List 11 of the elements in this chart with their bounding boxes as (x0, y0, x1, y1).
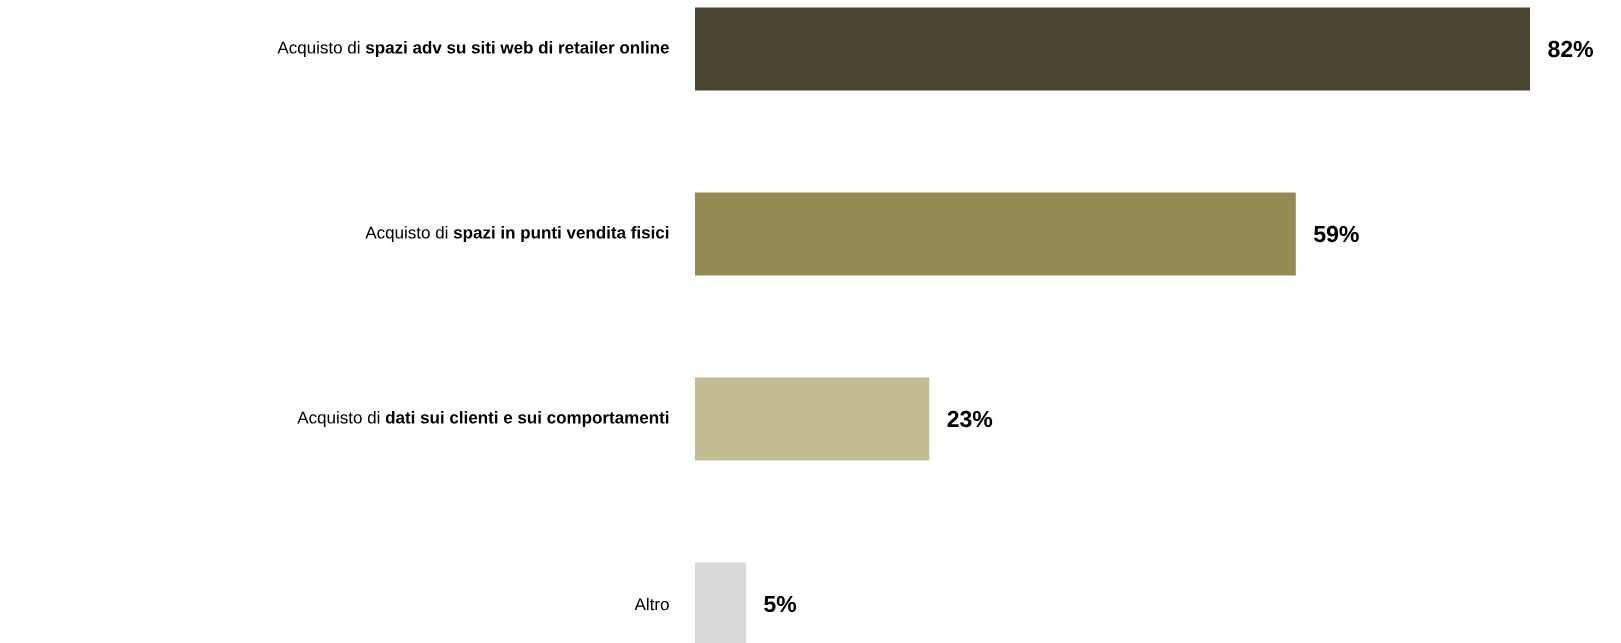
data-label: 59% (1314, 225, 1359, 243)
bar (695, 7, 1531, 91)
y-tick-label: Acquisto di spazi in punti vendita fisici (365, 226, 669, 242)
bar (695, 192, 1296, 276)
y-tick-label: Acquisto di spazi adv su siti web di retailer online (277, 41, 669, 57)
data-label: 82% (1548, 40, 1593, 58)
data-label: 5% (764, 595, 797, 613)
y-tick-label: Acquisto di dati sui clienti e sui comportamenti (297, 411, 669, 427)
y-tick-label: Altro (634, 597, 669, 611)
bar (695, 377, 930, 461)
data-label: 23% (947, 410, 993, 428)
